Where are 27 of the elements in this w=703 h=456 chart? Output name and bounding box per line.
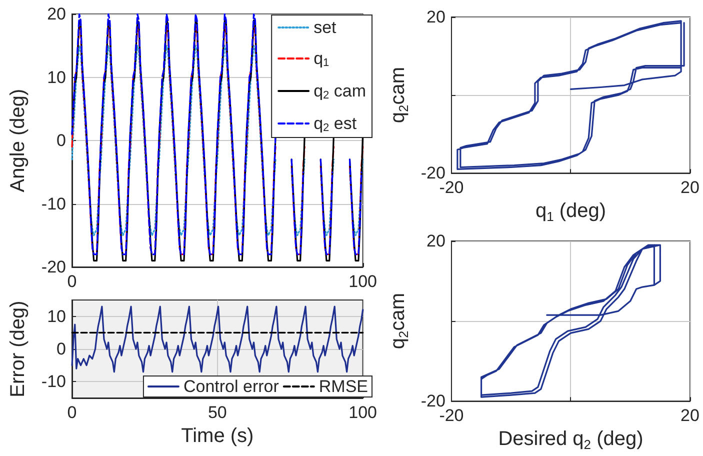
y-tick-label: -20 (420, 164, 446, 183)
y-axis-title: Angle (deg) (7, 88, 29, 192)
legend-label: RMSE (318, 377, 368, 396)
x-tick-label: 50 (208, 403, 227, 422)
x-tick-label: 100 (348, 403, 378, 422)
line-series (71, 306, 364, 373)
legend-label: Control error (183, 377, 280, 396)
x-tick-label: -20 (439, 406, 464, 426)
y-tick-label: 20 (47, 4, 66, 24)
y-axis-title: q2cam (387, 66, 411, 124)
legend-label: set (314, 18, 337, 37)
y-axis-title: Error (deg) (7, 300, 29, 398)
x-tick-label: 100 (348, 272, 378, 291)
y-tick-label: 10 (47, 68, 66, 87)
x-axis-title: Time (s) (181, 424, 254, 447)
line-series (480, 244, 661, 398)
y-tick-label: 0 (56, 131, 66, 150)
y-tick-label: 0 (56, 340, 66, 358)
y-tick-label: -10 (41, 372, 66, 392)
line-series (456, 20, 685, 170)
y-tick-label: 10 (47, 306, 66, 326)
y-tick-label: 20 (426, 8, 446, 26)
y-tick-label: 20 (426, 232, 446, 250)
y-tick-label: -10 (41, 194, 66, 214)
y-axis-title: q2cam (387, 292, 411, 350)
x-tick-label: 20 (680, 406, 700, 426)
y-tick-label: -20 (41, 258, 66, 276)
